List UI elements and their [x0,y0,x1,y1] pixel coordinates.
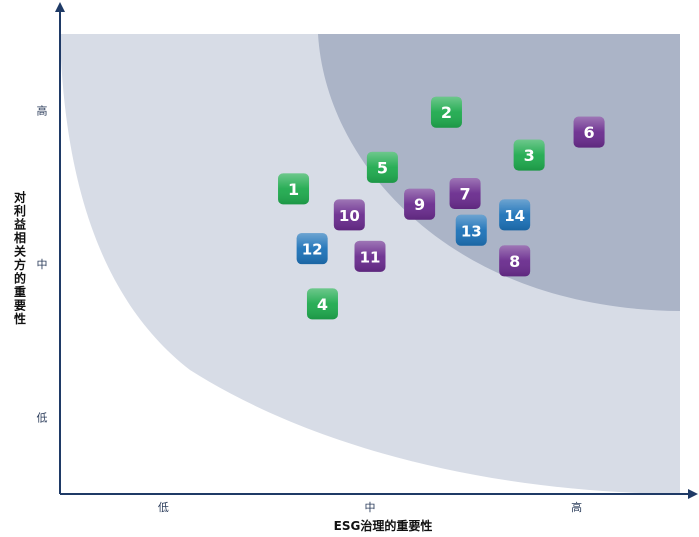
issue-marker-label: 10 [339,207,360,225]
issue-marker: 5 [366,151,398,183]
issue-marker: 6 [573,116,605,148]
issue-marker: 2 [430,96,462,128]
zone-high-importance [318,34,680,311]
x-axis-arrow [688,489,698,499]
issue-marker-label: 2 [441,103,452,122]
issue-marker: 9 [404,188,436,220]
x-tick-label: 中 [365,501,376,514]
issue-marker-shine [449,177,481,209]
y-tick-label: 中 [37,258,48,271]
issue-marker: 10 [333,199,365,231]
issue-marker-shine [499,245,531,277]
y-tick-label: 低 [37,411,48,424]
axes [55,2,698,499]
issue-marker-shine [404,188,436,220]
issue-marker-shine [278,173,310,205]
x-axis-title: ESG治理的重要性 [334,518,433,533]
issue-marker-label: 3 [524,146,535,165]
issue-marker: 13 [455,214,487,246]
issue-marker-shine [366,151,398,183]
x-tick-label: 高 [571,500,582,514]
issue-marker: 8 [499,245,531,277]
y-axis-title: 对利益相关方的重要性 [13,189,26,326]
issue-marker-label: 7 [459,184,470,203]
issue-marker-label: 14 [504,207,525,225]
issue-marker-shine [499,199,531,231]
x-axis-ticks: 低中高 [158,500,582,514]
issue-marker-shine [513,139,545,171]
issue-marker-label: 8 [509,252,520,271]
issue-marker-label: 13 [461,222,482,240]
issue-marker-label: 11 [360,248,381,266]
y-tick-label: 高 [37,104,48,118]
issue-marker-label: 4 [317,295,328,314]
issue-marker: 1 [278,173,310,205]
issue-marker: 4 [306,288,338,320]
issue-marker-shine [354,240,386,272]
issue-marker-shine [430,96,462,128]
y-axis-ticks: 低中高 [37,104,48,425]
issue-marker: 11 [354,240,386,272]
issue-marker: 14 [499,199,531,231]
issue-marker-shine [333,199,365,231]
issue-marker: 3 [513,139,545,171]
issue-marker: 12 [296,233,328,265]
issue-marker-label: 9 [414,195,425,214]
x-tick-label: 低 [158,501,169,514]
issue-marker-shine [296,233,328,265]
issue-marker-shine [455,214,487,246]
issue-marker-label: 5 [377,158,388,177]
issue-marker-shine [573,116,605,148]
y-axis-arrow [55,2,65,12]
issue-marker-label: 6 [583,123,594,142]
issue-marker: 7 [449,177,481,209]
issue-marker-shine [306,288,338,320]
issue-marker-label: 1 [288,180,299,199]
issue-marker-label: 12 [302,241,323,259]
